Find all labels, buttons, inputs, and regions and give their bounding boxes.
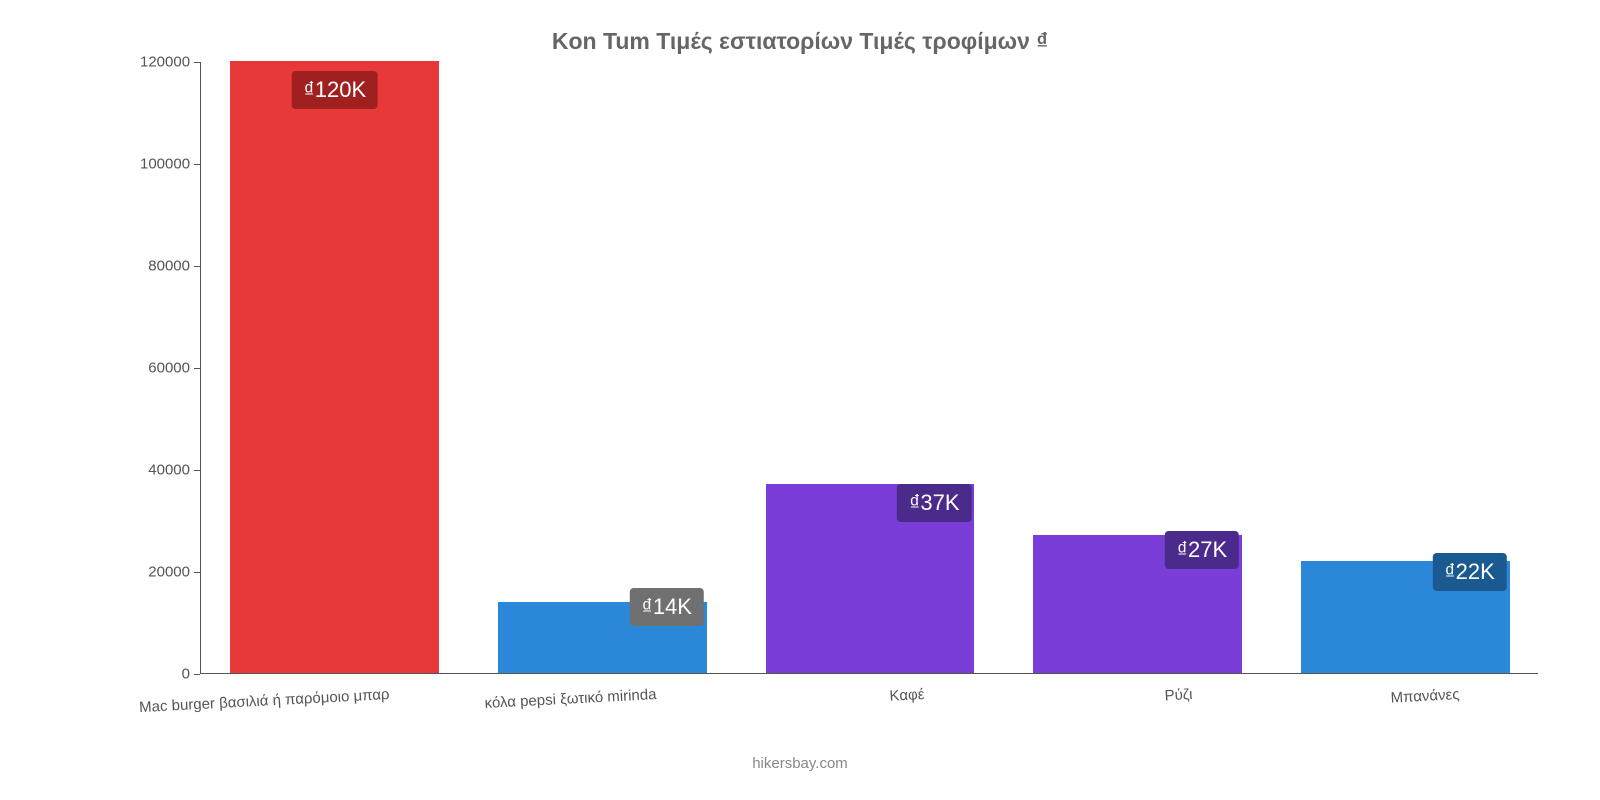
x-category-label: Ρύζι xyxy=(932,686,1193,717)
y-tick-mark xyxy=(194,266,200,267)
bar-value-label: ₫22K xyxy=(1432,553,1506,591)
y-tick-mark xyxy=(194,572,200,573)
y-tick-label: 60000 xyxy=(140,360,190,377)
y-tick-mark xyxy=(194,62,200,63)
chart-title: Kon Tum Τιμές εστιατορίων Τιμές τροφίμων… xyxy=(0,28,1600,55)
y-tick-mark xyxy=(194,470,200,471)
x-category-label: Μπανάνες xyxy=(1200,686,1461,717)
bar xyxy=(230,61,439,673)
y-tick-label: 0 xyxy=(140,666,190,683)
y-tick-mark xyxy=(194,674,200,675)
x-category-label: Καφέ xyxy=(664,686,925,717)
y-tick-label: 120000 xyxy=(140,54,190,71)
y-tick-label: 20000 xyxy=(140,564,190,581)
y-tick-mark xyxy=(194,368,200,369)
bar-value-label: ₫14K xyxy=(630,588,704,626)
bar-value-label: ₫27K xyxy=(1165,531,1239,569)
y-tick-label: 80000 xyxy=(140,258,190,275)
bar-value-label: ₫37K xyxy=(897,484,971,522)
bar-value-label: ₫120K xyxy=(291,71,378,109)
attribution-text: hikersbay.com xyxy=(0,755,1600,772)
x-category-label: Mac burger βασιλιά ή παρόμοιο μπαρ xyxy=(129,686,390,717)
plot-area: ₫120K ₫14K ₫37K ₫27K ₫22K xyxy=(200,62,1538,674)
y-tick-label: 100000 xyxy=(140,156,190,173)
y-tick-mark xyxy=(194,164,200,165)
chart-container: Kon Tum Τιμές εστιατορίων Τιμές τροφίμων… xyxy=(0,0,1600,800)
x-category-label: κόλα pepsi ξωτικό mirinda xyxy=(397,686,658,717)
y-tick-label: 40000 xyxy=(140,462,190,479)
